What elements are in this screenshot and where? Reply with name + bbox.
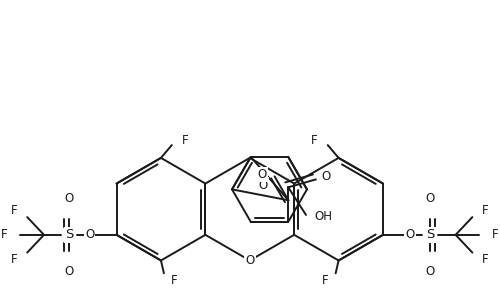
Text: F: F (171, 274, 177, 287)
Text: O: O (64, 265, 74, 278)
Text: O: O (245, 254, 254, 267)
Text: S: S (426, 228, 434, 241)
Text: F: F (182, 134, 188, 147)
Text: F: F (482, 204, 489, 217)
Text: OH: OH (314, 210, 332, 223)
Text: F: F (492, 228, 498, 241)
Text: O: O (85, 228, 94, 241)
Text: O: O (64, 192, 74, 205)
Text: O: O (426, 265, 435, 278)
Text: F: F (10, 253, 18, 266)
Text: O: O (322, 170, 331, 183)
Text: S: S (65, 228, 74, 241)
Text: F: F (322, 274, 328, 287)
Text: F: F (10, 204, 18, 217)
Text: F: F (312, 134, 318, 147)
Text: O: O (406, 228, 414, 241)
Text: F: F (482, 253, 489, 266)
Text: O: O (258, 178, 268, 191)
Text: O: O (426, 192, 435, 205)
Text: F: F (1, 228, 8, 241)
Text: O: O (258, 168, 266, 181)
